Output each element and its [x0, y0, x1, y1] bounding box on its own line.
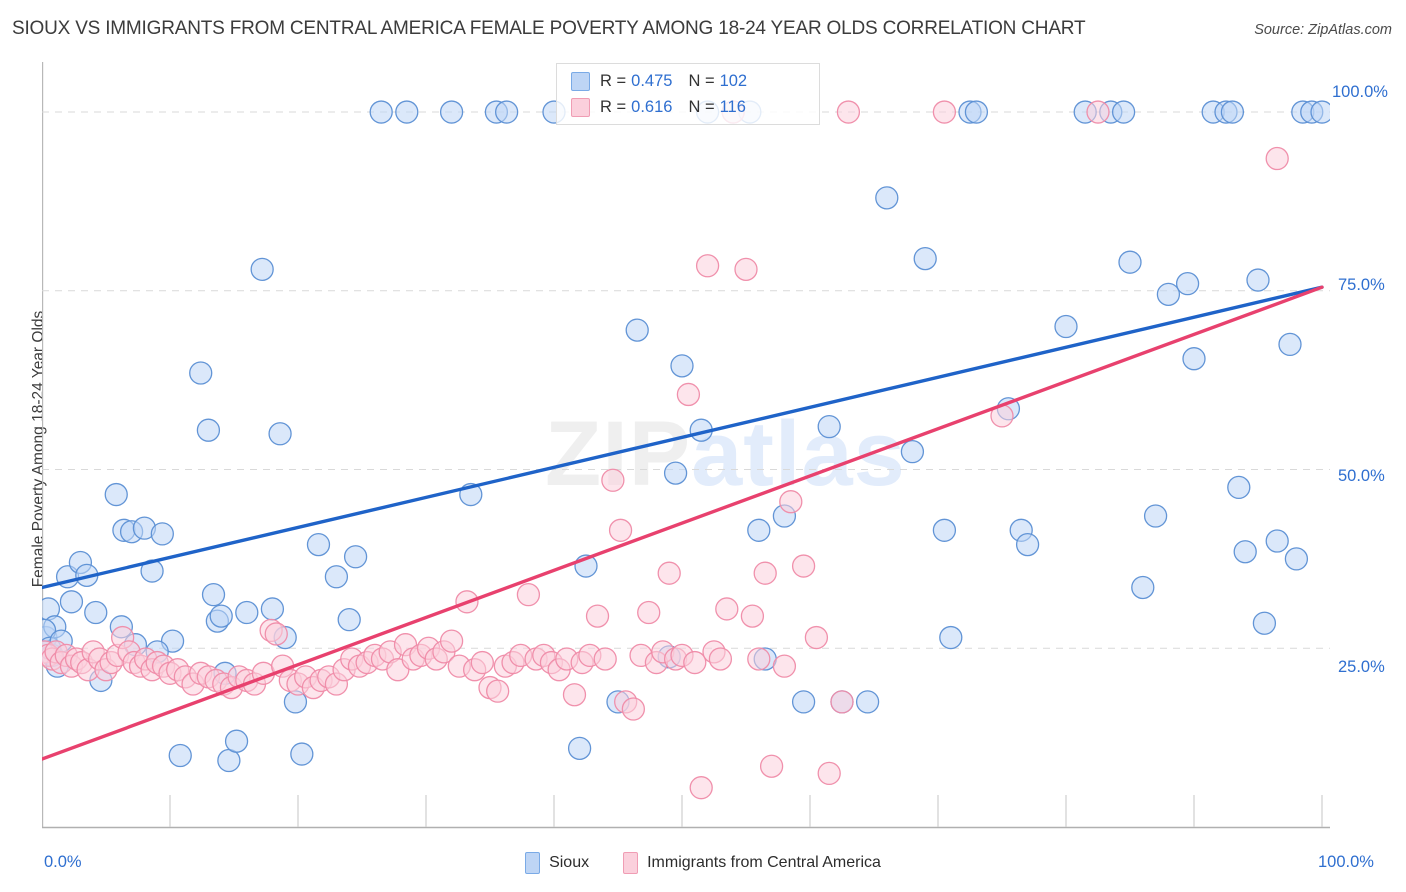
legend-label-sioux: Sioux: [549, 854, 590, 871]
series-legend: Sioux Immigrants from Central America: [0, 845, 1406, 881]
x-tick-max: 100.0%: [1318, 853, 1374, 871]
legend-r-label-immigrants: R =: [600, 97, 627, 116]
trendline-immigrants-from-central-america: [42, 285, 1324, 761]
legend-item-immigrants[interactable]: Immigrants from Central America: [623, 852, 881, 874]
trendline-sioux: [42, 285, 1324, 590]
y-tick-75: 75.0%: [1338, 276, 1385, 294]
legend-n-label-immigrants: N =: [688, 97, 715, 116]
scatter-svg: [42, 62, 1330, 829]
y-tick-100: 100.0%: [1332, 83, 1388, 101]
legend-label-immigrants: Immigrants from Central America: [647, 854, 881, 871]
legend-r-value-immigrants: 0.616: [631, 97, 673, 116]
x-tick-min: 0.0%: [44, 853, 82, 871]
legend-n-label-sioux: N =: [688, 71, 715, 90]
legend-color-sioux: [525, 852, 541, 874]
page-title: SIOUX VS IMMIGRANTS FROM CENTRAL AMERICA…: [12, 18, 1086, 39]
correlation-stats-legend: R = 0.475 N = 102 R = 0.616 N = 116: [556, 63, 820, 125]
legend-row-immigrants: R = 0.616 N = 116: [571, 95, 746, 119]
legend-swatch-immigrants: [571, 97, 590, 117]
legend-color-immigrants: [623, 852, 639, 874]
legend-r-value-sioux: 0.475: [631, 71, 673, 90]
y-tick-50: 50.0%: [1338, 467, 1385, 485]
legend-item-sioux[interactable]: Sioux: [525, 852, 589, 874]
source-attribution: Source: ZipAtlas.com: [1254, 22, 1392, 38]
legend-n-value-immigrants: 116: [719, 97, 746, 116]
plot-area: [42, 62, 1330, 843]
series-points-immigrants-from-central-america: [42, 100, 1289, 800]
legend-row-sioux: R = 0.475 N = 102: [571, 69, 747, 93]
legend-r-label-sioux: R =: [600, 71, 627, 90]
legend-n-value-sioux: 102: [719, 71, 748, 90]
y-tick-25: 25.0%: [1338, 658, 1385, 676]
legend-swatch-sioux: [571, 71, 590, 91]
